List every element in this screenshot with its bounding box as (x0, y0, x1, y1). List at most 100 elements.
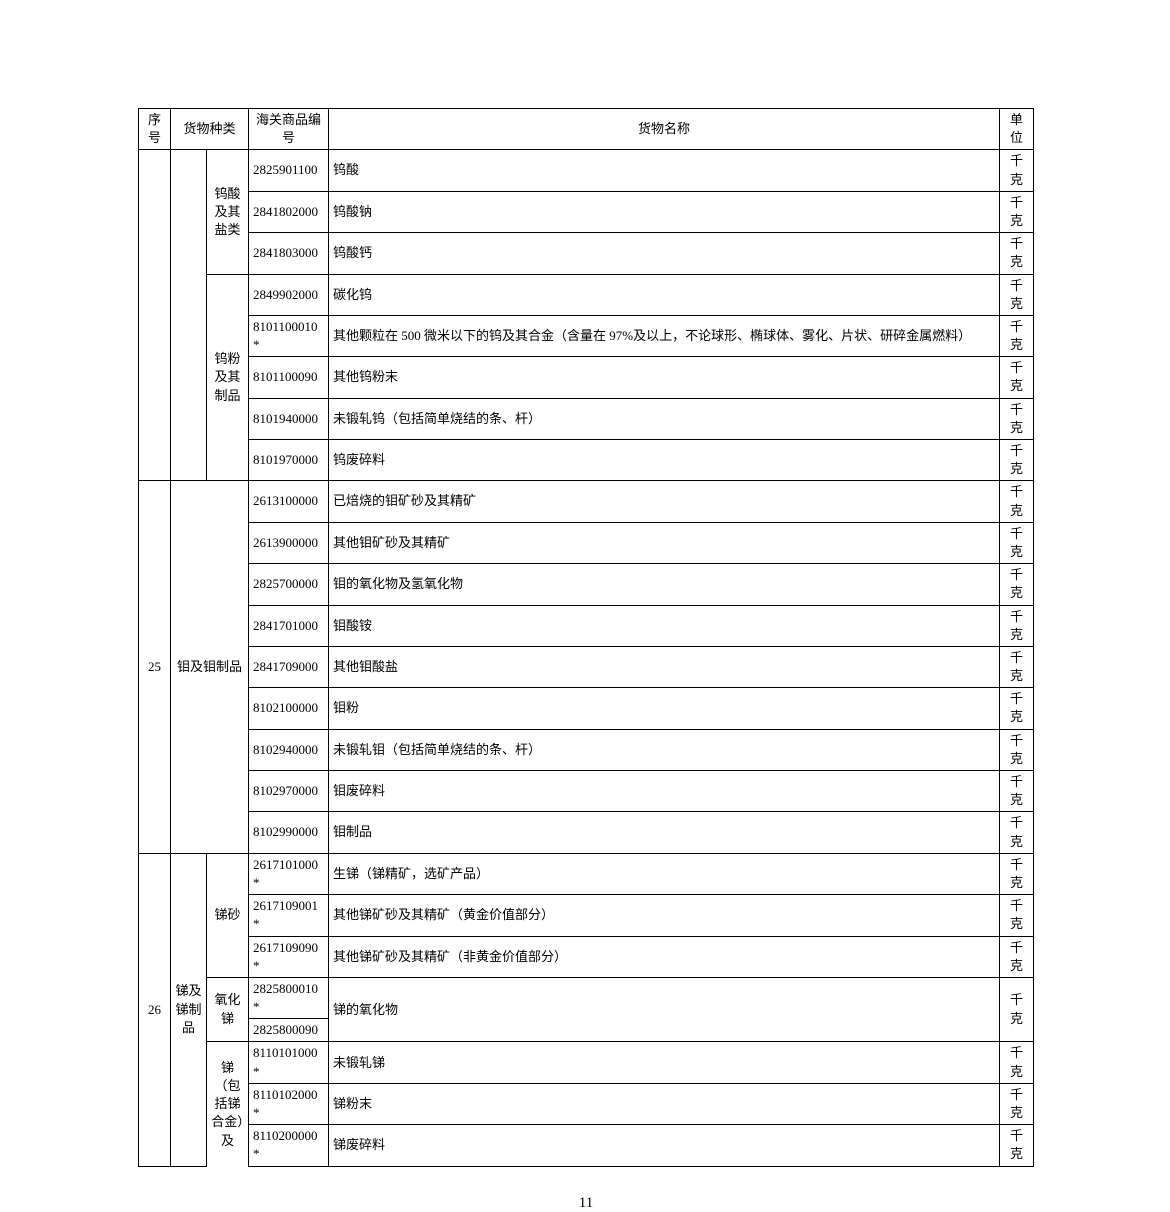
cell-unit: 千克 (1000, 564, 1034, 605)
cell-code: 8101970000 (249, 440, 329, 481)
cell-unit: 千克 (1000, 522, 1034, 563)
cell-name: 未锻轧锑 (329, 1042, 1000, 1083)
cell-name: 其他钼矿砂及其精矿 (329, 522, 1000, 563)
cell-name: 未锻轧钼（包括简单烧结的条、杆） (329, 729, 1000, 770)
cell-unit: 千克 (1000, 357, 1034, 398)
cell-name: 钨废碎料 (329, 440, 1000, 481)
cell-seq: 26 (139, 853, 171, 1166)
cell-code: 2613100000 (249, 481, 329, 522)
col-unit: 单位 (1000, 109, 1034, 150)
cell-unit: 千克 (1000, 233, 1034, 274)
cell-unit: 千克 (1000, 771, 1034, 812)
cell-code: 8102100000 (249, 688, 329, 729)
cell-unit: 千克 (1000, 315, 1034, 356)
cell-cat2: 氧化锑 (207, 977, 249, 1042)
table-row: 8102990000钼制品千克 (139, 812, 1034, 853)
table-row: 2841803000钨酸钙千克 (139, 233, 1034, 274)
cell-unit: 千克 (1000, 977, 1034, 1042)
cell-name: 锑粉末 (329, 1083, 1000, 1124)
cell-unit: 千克 (1000, 812, 1034, 853)
cell-code: 2825800010* (249, 977, 329, 1018)
cell-unit: 千克 (1000, 688, 1034, 729)
cell-name: 未锻轧钨（包括简单烧结的条、杆） (329, 398, 1000, 439)
cell-name: 钨酸钠 (329, 191, 1000, 232)
cell-name: 其他锑矿砂及其精矿（非黄金价值部分） (329, 936, 1000, 977)
cell-unit: 千克 (1000, 936, 1034, 977)
table-row: 2841709000其他钼酸盐千克 (139, 646, 1034, 687)
cell-unit: 千克 (1000, 398, 1034, 439)
table-row: 2841802000钨酸钠千克 (139, 191, 1034, 232)
col-name: 货物名称 (329, 109, 1000, 150)
cell-name: 钨酸钙 (329, 233, 1000, 274)
cell-code: 2613900000 (249, 522, 329, 563)
cell-code: 2617109001* (249, 895, 329, 936)
cell-unit: 千克 (1000, 605, 1034, 646)
cell-unit: 千克 (1000, 895, 1034, 936)
cell-code: 2841803000 (249, 233, 329, 274)
table-row: 钨酸及其盐类2825901100钨酸千克 (139, 150, 1034, 191)
cell-name: 锑的氧化物 (329, 977, 1000, 1042)
cell-code: 2841802000 (249, 191, 329, 232)
cell-code: 8102990000 (249, 812, 329, 853)
cell-cat1: 钼及钼制品 (171, 481, 249, 853)
cell-name: 其他钨粉末 (329, 357, 1000, 398)
cell-name: 生锑（锑精矿，选矿产品） (329, 853, 1000, 894)
cell-name: 钼废碎料 (329, 771, 1000, 812)
cell-unit: 千克 (1000, 729, 1034, 770)
cell-unit: 千克 (1000, 481, 1034, 522)
cell-code: 2841709000 (249, 646, 329, 687)
table-row: 8102970000钼废碎料千克 (139, 771, 1034, 812)
table-row: 2617109090*其他锑矿砂及其精矿（非黄金价值部分）千克 (139, 936, 1034, 977)
table-row: 2825700000钼的氧化物及氢氧化物千克 (139, 564, 1034, 605)
table-row: 钨粉及其制品2849902000碳化钨千克 (139, 274, 1034, 315)
table-row: 8101100090其他钨粉末千克 (139, 357, 1034, 398)
cell-seq: 25 (139, 481, 171, 853)
cell-name: 钼的氧化物及氢氧化物 (329, 564, 1000, 605)
cell-code: 8110102000* (249, 1083, 329, 1124)
page-number: 11 (138, 1195, 1034, 1212)
cell-code: 2825700000 (249, 564, 329, 605)
cell-unit: 千克 (1000, 646, 1034, 687)
cell-cat2: 钨粉及其制品 (207, 274, 249, 481)
table-row: 8110200000*锑废碎料千克 (139, 1125, 1034, 1166)
cell-code: 8102970000 (249, 771, 329, 812)
cell-unit: 千克 (1000, 1125, 1034, 1166)
cell-name: 锑废碎料 (329, 1125, 1000, 1166)
table-row: 2841701000钼酸铵千克 (139, 605, 1034, 646)
table-row: 8101100010*其他颗粒在 500 微米以下的钨及其合金（含量在 97%及… (139, 315, 1034, 356)
cell-code: 8101940000 (249, 398, 329, 439)
table-row: 8110102000*锑粉末千克 (139, 1083, 1034, 1124)
cell-unit: 千克 (1000, 150, 1034, 191)
cell-unit: 千克 (1000, 853, 1034, 894)
cell-name: 钼酸铵 (329, 605, 1000, 646)
cell-name: 其他锑矿砂及其精矿（黄金价值部分） (329, 895, 1000, 936)
cell-code: 2849902000 (249, 274, 329, 315)
cell-cat2: 钨酸及其盐类 (207, 150, 249, 274)
col-category: 货物种类 (171, 109, 249, 150)
table-row: 氧化锑2825800010*锑的氧化物千克 (139, 977, 1034, 1018)
cell-code: 2617109090* (249, 936, 329, 977)
cell-cat2: 锑（包括锑合金）及 (207, 1042, 249, 1166)
table-row: 锑（包括锑合金）及8110101000*未锻轧锑千克 (139, 1042, 1034, 1083)
cell-unit: 千克 (1000, 191, 1034, 232)
cell-code: 8101100090 (249, 357, 329, 398)
cell-cat1 (171, 150, 207, 481)
cell-unit: 千克 (1000, 274, 1034, 315)
cell-code: 8110101000* (249, 1042, 329, 1083)
cell-code: 2841701000 (249, 605, 329, 646)
table-row: 26锑及锑制品锑砂2617101000*生锑（锑精矿，选矿产品）千克 (139, 853, 1034, 894)
cell-cat2: 锑砂 (207, 853, 249, 977)
cell-code: 2617101000* (249, 853, 329, 894)
table-header: 序号货物种类海关商品编号货物名称单位 (139, 109, 1034, 150)
cell-name: 其他钼酸盐 (329, 646, 1000, 687)
cell-name: 钼制品 (329, 812, 1000, 853)
table-row: 8102100000钼粉千克 (139, 688, 1034, 729)
cell-name: 已焙烧的钼矿砂及其精矿 (329, 481, 1000, 522)
cell-code: 2825800090 (249, 1019, 329, 1042)
table-row: 2617109001*其他锑矿砂及其精矿（黄金价值部分）千克 (139, 895, 1034, 936)
cell-name: 碳化钨 (329, 274, 1000, 315)
cell-unit: 千克 (1000, 440, 1034, 481)
table-row: 2613900000其他钼矿砂及其精矿千克 (139, 522, 1034, 563)
table-row: 8101940000未锻轧钨（包括简单烧结的条、杆）千克 (139, 398, 1034, 439)
cell-code: 8110200000* (249, 1125, 329, 1166)
